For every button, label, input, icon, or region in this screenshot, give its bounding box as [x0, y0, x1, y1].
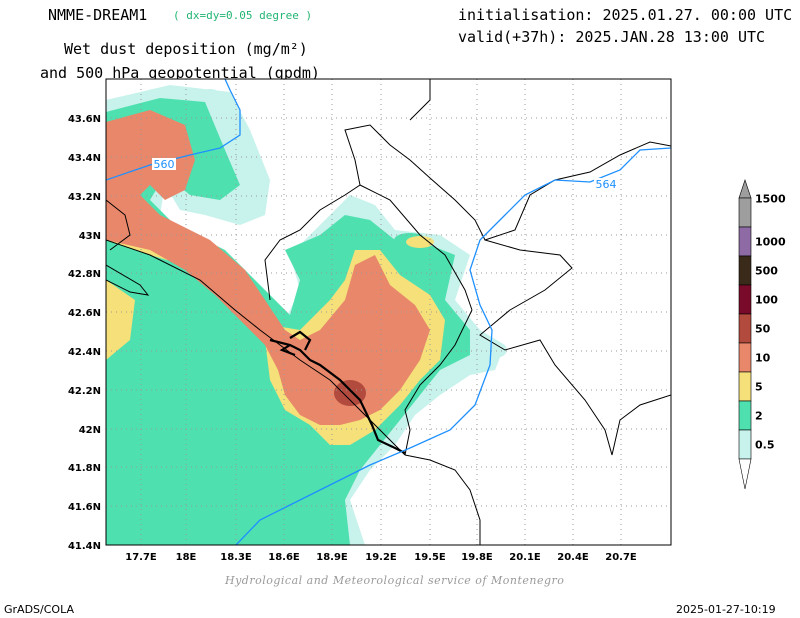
lon-tick: 19.8E — [461, 552, 493, 563]
lat-tick: 43.6N — [68, 114, 101, 125]
lon-tick: 20.4E — [557, 552, 589, 563]
lon-tick: 20.7E — [605, 552, 637, 563]
latitude-axis: 43.6N 43.4N 43.2N 43N 42.8N 42.6N 42.4N … — [68, 114, 101, 552]
lat-tick: 42.4N — [68, 347, 101, 358]
contour-label-560: 560 — [154, 158, 175, 171]
lon-tick: 18.6E — [268, 552, 300, 563]
legend-swatch — [738, 197, 752, 228]
legend-label: 50 — [755, 323, 771, 336]
lat-tick: 43.2N — [68, 192, 101, 203]
valid-time: valid(+37h): 2025.JAN.28 13:00 UTC — [458, 28, 766, 46]
legend-cap-bottom — [738, 458, 752, 490]
contour-label-564-bg — [594, 178, 618, 190]
legend-swatch — [738, 226, 752, 257]
legend-swatch — [738, 400, 752, 431]
lat-tick: 43N — [79, 231, 101, 242]
legend-label: 0.5 — [755, 439, 775, 452]
legend-label: 500 — [755, 265, 778, 278]
legend-cap-top — [738, 179, 752, 199]
lat-tick: 41.4N — [68, 541, 101, 552]
lon-tick: 19.5E — [414, 552, 446, 563]
lon-tick: 18.3E — [220, 552, 252, 563]
software-credit: GrADS/COLA — [4, 603, 74, 616]
legend-label: 2 — [755, 410, 763, 423]
initialisation-time: initialisation: 2025.01.27. 00:00 UTC — [458, 6, 793, 24]
color-legend: 1500 1000 500 100 50 10 5 2 0.5 — [738, 179, 786, 490]
lat-tick: 42.8N — [68, 269, 101, 280]
lat-tick: 41.6N — [68, 502, 101, 513]
lon-tick: 18.9E — [316, 552, 348, 563]
lon-tick: 17.7E — [125, 552, 157, 563]
map-frame — [105, 78, 672, 546]
legend-label: 1000 — [755, 236, 786, 249]
legend-swatch — [738, 255, 752, 286]
lat-tick: 43.4N — [68, 153, 101, 164]
dust-layer-2 — [106, 98, 470, 545]
agency-credit: Hydrological and Meteorological service … — [225, 574, 565, 587]
legend-label: 10 — [755, 352, 771, 365]
resolution-label: ( dx=dy=0.05 degree ) — [173, 9, 313, 22]
lon-tick: 19.2E — [365, 552, 397, 563]
render-timestamp: 2025-01-27-10:19 — [676, 603, 776, 616]
lat-tick: 42.2N — [68, 386, 101, 397]
lat-tick: 42.6N — [68, 308, 101, 319]
legend-label: 1500 — [755, 193, 786, 206]
lat-tick: 41.8N — [68, 463, 101, 474]
legend-swatch — [738, 313, 752, 344]
legend-label: 5 — [755, 381, 763, 394]
legend-label: 100 — [755, 294, 778, 307]
legend-swatch — [738, 429, 752, 460]
coastline — [269, 330, 406, 454]
lon-tick: 18E — [176, 552, 197, 563]
map-title-line2: and 500 hPa geopotential (gpdm) — [40, 64, 320, 82]
contour-label-564: 564 — [596, 178, 617, 191]
dust-layer-10 — [106, 110, 430, 425]
legend-swatch — [738, 342, 752, 373]
dust-deposition-field — [106, 85, 507, 545]
legend-swatch — [738, 371, 752, 402]
country-borders — [106, 79, 671, 545]
lon-tick: 20.1E — [509, 552, 541, 563]
longitude-axis: 17.7E 18E 18.3E 18.6E 18.9E 19.2E 19.5E … — [125, 552, 637, 563]
contour-label-560-bg — [152, 158, 176, 170]
map-title-line1: Wet dust deposition (mg/m²) — [64, 40, 308, 58]
legend-swatch — [738, 284, 752, 315]
model-name: NMME-DREAM1 — [48, 6, 148, 24]
lat-tick: 42N — [79, 425, 101, 436]
